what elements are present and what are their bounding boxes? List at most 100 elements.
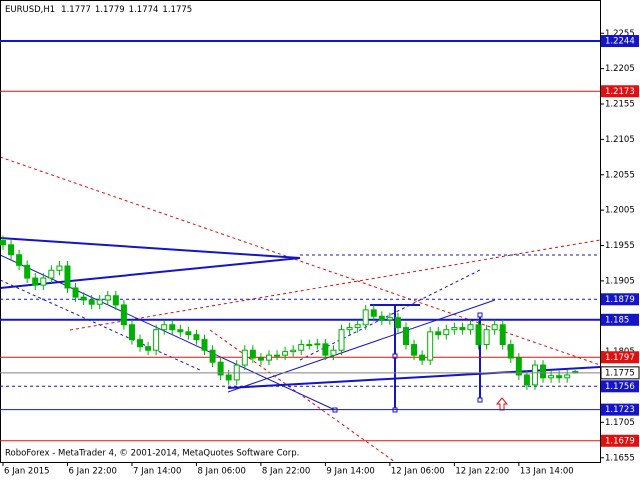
- candle-body: [427, 331, 434, 361]
- y-tick-label: 1.1655: [605, 453, 635, 463]
- candle-body: [16, 254, 23, 266]
- level-label-box: [601, 313, 639, 326]
- candle-body: [475, 324, 482, 346]
- candle-body: [32, 277, 39, 286]
- blue-channel: [227, 299, 496, 393]
- x-tick-label: 6 Jan 2015: [4, 467, 50, 477]
- candle-body: [80, 296, 87, 301]
- level-label-box: [601, 434, 639, 447]
- candle-body: [201, 339, 208, 351]
- candle-body: [112, 295, 119, 306]
- level-label: 1.2173: [605, 87, 635, 97]
- candle-body: [290, 349, 297, 353]
- candle-body: [128, 324, 135, 341]
- candle-body: [394, 317, 401, 329]
- candle-body: [257, 357, 264, 361]
- candle-body: [443, 329, 450, 336]
- x-tick-label: 13 Jan 14:00: [520, 467, 574, 477]
- candle-body: [419, 354, 426, 361]
- level-label-box: [601, 380, 639, 393]
- candle-body: [298, 344, 305, 351]
- level-label: 1.1797: [605, 353, 635, 363]
- level-label-box: [601, 351, 639, 364]
- blue-channel: [0, 279, 201, 371]
- price-label-box: [600, 366, 640, 380]
- plot-frame: [0, 0, 601, 463]
- red-trend: [209, 329, 396, 463]
- candle-body: [120, 304, 127, 326]
- candle-body: [548, 375, 555, 379]
- candle-body: [193, 334, 200, 341]
- candle-body: [499, 324, 506, 346]
- candle-body: [556, 375, 563, 379]
- candle-body: [249, 349, 256, 359]
- candle-body: [459, 327, 466, 331]
- candle-body: [523, 374, 530, 386]
- candle-body: [177, 329, 184, 333]
- candle-body: [217, 361, 224, 376]
- candle-body: [330, 349, 337, 356]
- candle-body: [370, 309, 377, 317]
- candle-body: [322, 343, 329, 356]
- x-tick-label: 6 Jan 22:00: [68, 467, 116, 477]
- x-tick-label: 8 Jan 22:00: [262, 467, 310, 477]
- level-label: 1.1756: [605, 382, 635, 392]
- candle-body: [40, 277, 47, 286]
- blue-trend: [227, 366, 601, 389]
- candle-body: [467, 324, 474, 331]
- candle-body: [265, 354, 272, 361]
- x-tick-label: 12 Jan 06:00: [391, 467, 445, 477]
- candle-body: [241, 349, 248, 366]
- y-tick-label: 1.2055: [605, 170, 635, 180]
- candle-body: [209, 349, 216, 363]
- y-tick-label: 1.2205: [605, 64, 635, 74]
- candle-body: [491, 324, 498, 331]
- header: EURUSD,H1 1.1777 1.1779 1.1774 1.1775: [5, 5, 192, 15]
- x-tick-label: 7 Jan 14:00: [133, 467, 181, 477]
- candle-body: [435, 331, 442, 336]
- candle-body: [564, 374, 571, 379]
- candle-body: [153, 329, 160, 351]
- candle-body: [88, 299, 95, 305]
- candle-body: [145, 346, 152, 351]
- level-label-box: [601, 403, 639, 416]
- symbol: EURUSD,H1: [5, 5, 55, 15]
- candle-body: [338, 329, 345, 351]
- marker: [392, 353, 398, 359]
- x-tick-label: 8 Jan 06:00: [197, 467, 245, 477]
- candle-body: [274, 354, 281, 357]
- candle-body: [411, 344, 418, 356]
- candle-body: [483, 329, 490, 346]
- candle-body: [306, 344, 313, 347]
- candle-body: [137, 339, 144, 348]
- level-label-box: [601, 85, 639, 98]
- y-tick-label: 1.2155: [605, 100, 635, 110]
- level-label-box: [601, 293, 639, 306]
- marker: [477, 312, 483, 318]
- candle-body: [225, 374, 232, 381]
- candle-body: [515, 357, 522, 376]
- candle-body: [96, 299, 103, 305]
- candle-body: [507, 344, 514, 359]
- close: 1.1775: [162, 5, 192, 15]
- candle-body: [8, 244, 15, 256]
- level-label: 1.1879: [605, 295, 635, 305]
- high: 1.1779: [95, 5, 125, 15]
- candle-body: [0, 240, 6, 246]
- candle-body: [24, 264, 31, 279]
- x-tick-label: 12 Jan 22:00: [455, 467, 509, 477]
- candle-body: [378, 315, 385, 321]
- y-tick-label: 1.2255: [605, 29, 635, 39]
- candle-body: [185, 331, 192, 336]
- candle-body: [346, 327, 353, 331]
- blue-wedge: [0, 257, 301, 289]
- level-label: 1.2244: [605, 37, 635, 47]
- candle-body: [161, 324, 168, 331]
- y-tick-label: 1.1905: [605, 276, 635, 286]
- candle-body: [104, 295, 111, 301]
- candle-body: [56, 265, 63, 271]
- y-tick-label: 1.1955: [605, 241, 635, 251]
- price-label: 1.1775: [605, 368, 635, 378]
